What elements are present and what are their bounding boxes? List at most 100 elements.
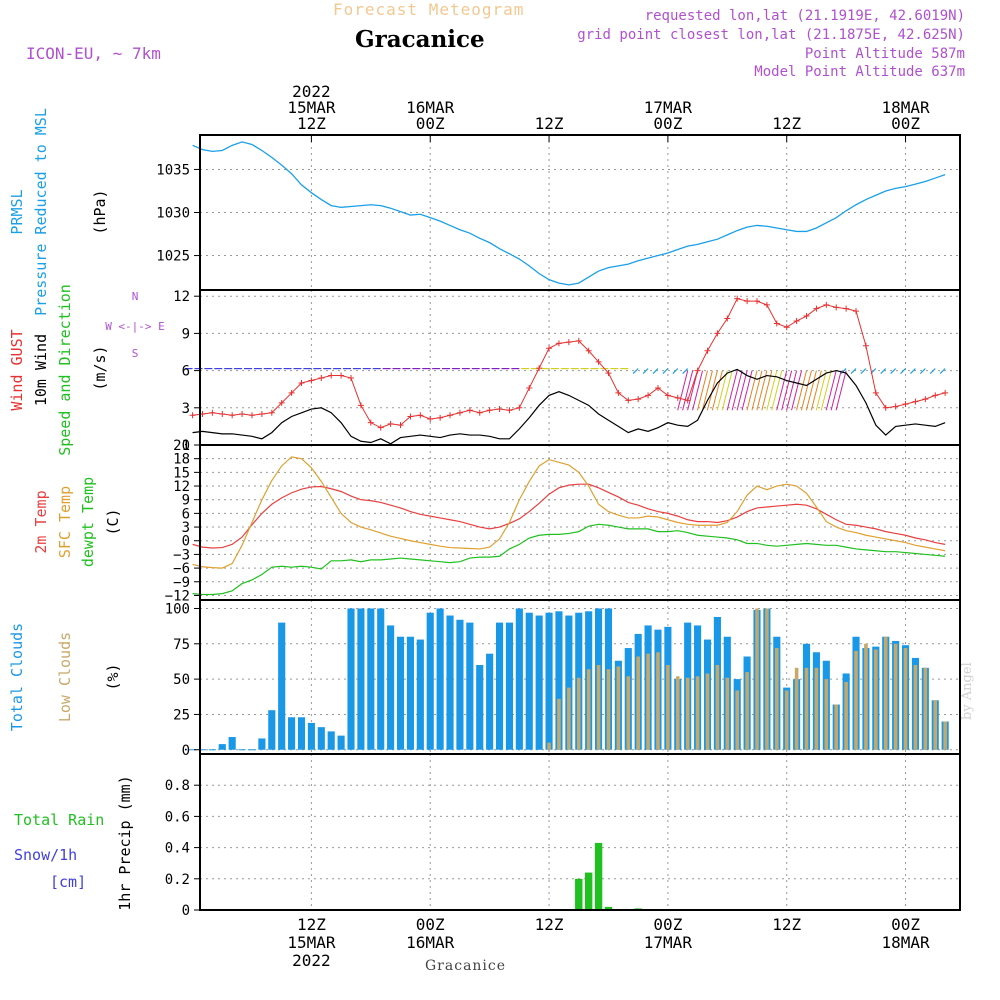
gust-marker	[734, 295, 741, 302]
gust-marker	[922, 396, 929, 403]
wind-ytick-label: 3	[182, 401, 190, 417]
total-cloud-bar	[476, 664, 484, 750]
frame-layer	[194, 134, 961, 911]
gust-marker	[367, 419, 374, 426]
wind-panel-frame	[199, 289, 961, 446]
gust-marker	[496, 406, 503, 413]
rain-bar	[584, 872, 593, 910]
wind-ytick-label: 9	[182, 326, 190, 342]
gust-marker	[585, 347, 592, 354]
wind-arrow	[910, 368, 916, 375]
precipitation-ytick-label: 0.6	[165, 809, 190, 825]
requested-coords: requested lon,lat (21.1919E, 42.6019N)	[644, 8, 965, 24]
top-time-label: 12Z	[535, 114, 564, 133]
low-cloud-bar	[616, 666, 621, 750]
bottom-time-label: 00Z	[891, 915, 920, 934]
gust-marker	[219, 411, 226, 417]
gust-marker	[902, 401, 909, 408]
top-time-label: 16MAR	[406, 98, 455, 117]
wind-barb-hatch	[697, 370, 708, 411]
gust-marker	[942, 389, 949, 396]
wind-arrow	[662, 368, 669, 375]
total-cloud-bar	[555, 611, 563, 750]
compass-line: W <-|-> E	[105, 320, 165, 333]
temperature-ytick-label: −9	[173, 575, 190, 591]
wind-barb-hatch	[761, 370, 773, 411]
gust-marker	[486, 407, 493, 414]
gust-marker	[526, 384, 533, 391]
gust-marker	[437, 414, 444, 421]
gust-marker	[853, 308, 860, 315]
gust-marker	[882, 404, 889, 411]
clouds-unit-label: (%)	[104, 663, 122, 690]
top-time-label: 00Z	[416, 114, 445, 133]
temperature-ytick-label: 6	[182, 506, 190, 522]
precipitation-ytick-label: 0.2	[165, 872, 190, 888]
total-cloud-bar	[317, 727, 325, 750]
low-cloud-bar	[685, 677, 690, 750]
pressure-line	[192, 141, 946, 286]
gust-line	[192, 298, 946, 429]
gust-marker	[328, 372, 335, 379]
low-cloud-bar	[666, 664, 670, 750]
temp2m-line	[192, 483, 946, 549]
low-cloud-bar	[646, 653, 650, 750]
gust-marker	[615, 389, 622, 396]
gust-marker	[506, 407, 513, 414]
gust-marker	[843, 305, 850, 312]
gust-marker	[209, 409, 216, 416]
gust-marker	[268, 409, 275, 416]
gust-marker	[823, 301, 830, 308]
low-cloud-bar	[586, 669, 591, 750]
bottom-time-label: 18MAR	[881, 933, 930, 952]
prmsl-label: PRMSL	[8, 189, 26, 234]
total-cloud-bar	[278, 622, 286, 750]
point-altitude: Point Altitude 587m	[804, 46, 965, 62]
total-cloud-bar	[367, 608, 375, 750]
data-layer	[184, 141, 960, 911]
wind-arrow	[939, 368, 946, 375]
low-cloud-bar	[923, 667, 928, 750]
wind-barb-hatch	[805, 370, 817, 411]
wind-arrow	[652, 368, 659, 375]
low-cloud-bar	[765, 608, 769, 750]
total-cloud-bar	[288, 717, 296, 750]
rain-bar	[594, 842, 603, 910]
gust-label: Wind GUST	[8, 329, 26, 410]
compass-s: S	[132, 347, 139, 360]
gust-marker	[377, 424, 384, 431]
top-time-label: 18MAR	[881, 98, 930, 117]
wind-barb-hatch	[692, 370, 704, 411]
low-cloud-bar	[557, 698, 561, 750]
low-cloud-bar	[913, 664, 918, 750]
wind-barb-hatch	[771, 370, 783, 411]
wind-arrow	[632, 368, 639, 375]
chart-title: Gracanice	[355, 26, 485, 53]
gust-marker	[654, 384, 661, 391]
bottom-time-label: 12Z	[535, 915, 564, 934]
low-cloud-bar	[794, 667, 799, 750]
low-cloud-bar	[854, 650, 858, 750]
wind-barb-hatch	[825, 370, 837, 411]
t2m-label: 2m Temp	[32, 490, 50, 553]
gust-marker	[912, 398, 919, 405]
total-cloud-bar	[357, 608, 365, 750]
gust-marker	[516, 404, 523, 411]
total-cloud-bar	[406, 636, 414, 750]
wind-barb-hatch	[830, 370, 842, 411]
top-time-label: 00Z	[653, 114, 682, 133]
pressure-ytick-label: 1025	[156, 249, 190, 265]
precipitation-ytick-label: 0	[182, 903, 190, 919]
gust-marker	[338, 372, 345, 379]
total-cloud-bar	[565, 615, 573, 750]
clouds-ytick-label: 25	[173, 707, 190, 723]
rain-bar	[575, 878, 583, 910]
wind-barb-hatch	[781, 370, 793, 411]
clouds-ytick-label: 0	[182, 743, 190, 759]
pressure-ytick-label: 1030	[156, 206, 190, 222]
total-cloud-bar	[268, 710, 276, 750]
low-clouds-label: Low Clouds	[56, 632, 74, 722]
wind-barb-hatch	[701, 370, 713, 411]
clouds-ytick-label: 100	[165, 601, 190, 617]
